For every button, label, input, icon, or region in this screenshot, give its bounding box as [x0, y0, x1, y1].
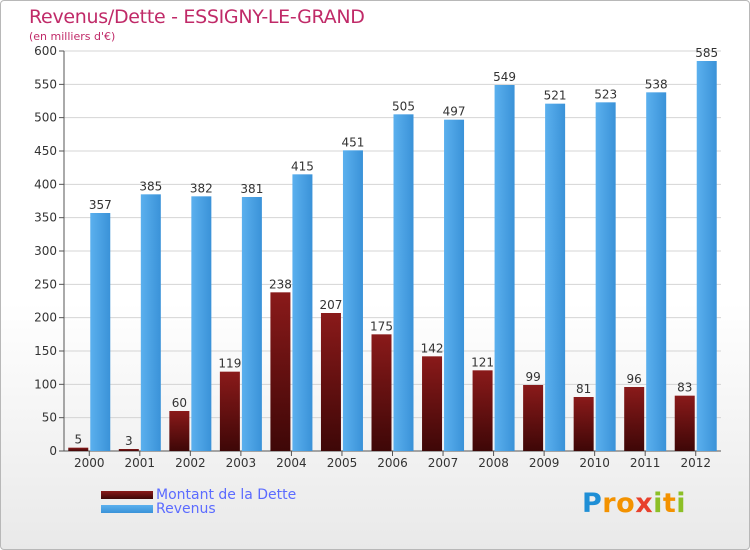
bar-debt [118, 449, 139, 451]
data-label-debt: 96 [627, 372, 642, 386]
data-label-debt: 142 [421, 341, 444, 355]
bar-revenue [292, 174, 313, 452]
x-tick-label: 2007 [428, 456, 459, 470]
data-label-revenue: 585 [695, 46, 718, 60]
bar-revenue [646, 92, 667, 451]
y-tick-label: 100 [34, 377, 57, 391]
legend-label-revenue: Revenus [156, 501, 216, 517]
logo-letter: i [676, 488, 687, 519]
data-label-revenue: 497 [443, 105, 466, 119]
y-tick-label: 0 [49, 444, 57, 458]
data-label-debt: 83 [677, 381, 692, 395]
bar-revenue [241, 197, 262, 451]
x-tick-label: 2008 [478, 456, 509, 470]
y-tick-label: 450 [34, 144, 57, 158]
bar-debt [320, 313, 341, 451]
data-label-debt: 175 [370, 319, 393, 333]
x-tick-label: 2002 [175, 456, 206, 470]
legend-swatch-debt [101, 491, 153, 499]
data-label-revenue: 521 [544, 89, 567, 103]
y-tick-label: 500 [34, 111, 57, 125]
bar-revenue [90, 213, 111, 451]
data-label-debt: 81 [576, 382, 591, 396]
data-label-revenue: 538 [645, 77, 668, 91]
data-label-revenue: 451 [342, 135, 365, 149]
y-tick-label: 50 [42, 411, 57, 425]
data-label-debt: 60 [172, 396, 187, 410]
bar-revenue [696, 61, 717, 451]
y-tick-label: 200 [34, 311, 57, 325]
x-tick-label: 2000 [74, 456, 105, 470]
data-label-debt: 207 [320, 298, 343, 312]
bar-debt [674, 395, 695, 451]
bar-debt [624, 387, 645, 451]
bar-debt [422, 356, 443, 451]
x-tick-label: 2011 [630, 456, 661, 470]
x-tick-label: 2003 [226, 456, 257, 470]
bar-revenue [140, 194, 161, 452]
bar-revenue [494, 85, 515, 451]
bar-revenue [595, 102, 616, 451]
data-label-debt: 99 [525, 370, 540, 384]
y-tick-label: 400 [34, 177, 57, 191]
logo-letter: o [616, 488, 636, 519]
data-label-debt: 238 [269, 277, 292, 291]
x-tick-label: 2012 [680, 456, 711, 470]
x-tick-label: 2001 [125, 456, 156, 470]
bar-debt [219, 371, 240, 451]
logo-letter: i [653, 488, 663, 519]
data-label-revenue: 505 [392, 99, 415, 113]
bar-debt [169, 411, 190, 451]
legend-label-debt: Montant de la Dette [156, 487, 297, 503]
bar-debt [523, 385, 544, 451]
y-tick-label: 350 [34, 211, 57, 225]
data-label-revenue: 415 [291, 159, 314, 173]
bar-revenue [342, 150, 363, 452]
data-label-revenue: 381 [240, 182, 263, 196]
y-tick-label: 550 [34, 77, 57, 91]
logo-letter: r [602, 488, 617, 519]
logo-letter: t [662, 488, 677, 519]
data-label-debt: 3 [125, 434, 133, 448]
bar-revenue [191, 196, 212, 451]
logo-letter: P [582, 488, 603, 519]
data-label-debt: 121 [471, 355, 494, 369]
data-label-revenue: 357 [89, 198, 112, 212]
data-label-revenue: 382 [190, 181, 213, 195]
bar-debt [270, 292, 291, 451]
data-label-debt: 5 [74, 433, 82, 447]
data-label-debt: 119 [218, 357, 241, 371]
chart-subtitle: (en milliers d'€) [29, 30, 116, 43]
x-tick-label: 2004 [276, 456, 307, 470]
bar-revenue [393, 114, 414, 451]
legend-swatch-revenue [101, 505, 153, 513]
chart-title: Revenus/Dette - ESSIGNY-LE-GRAND [29, 6, 365, 28]
bar-debt [472, 370, 493, 451]
x-tick-label: 2006 [377, 456, 408, 470]
bar-debt [371, 334, 392, 451]
x-tick-label: 2009 [529, 456, 560, 470]
bar-debt [68, 447, 89, 451]
y-tick-label: 600 [34, 44, 57, 58]
x-tick-label: 2005 [327, 456, 358, 470]
proxiti-logo: Proxiti [582, 488, 686, 519]
x-tick-label: 2010 [579, 456, 610, 470]
y-tick-label: 150 [34, 344, 57, 358]
y-tick-label: 250 [34, 277, 57, 291]
bar-debt [573, 397, 594, 451]
data-label-revenue: 385 [139, 179, 162, 193]
logo-letter: x [635, 488, 654, 519]
bar-revenue [444, 119, 465, 452]
data-label-revenue: 549 [493, 70, 516, 84]
bar-revenue [545, 103, 566, 452]
y-tick-label: 300 [34, 244, 57, 258]
data-label-revenue: 523 [594, 87, 617, 101]
